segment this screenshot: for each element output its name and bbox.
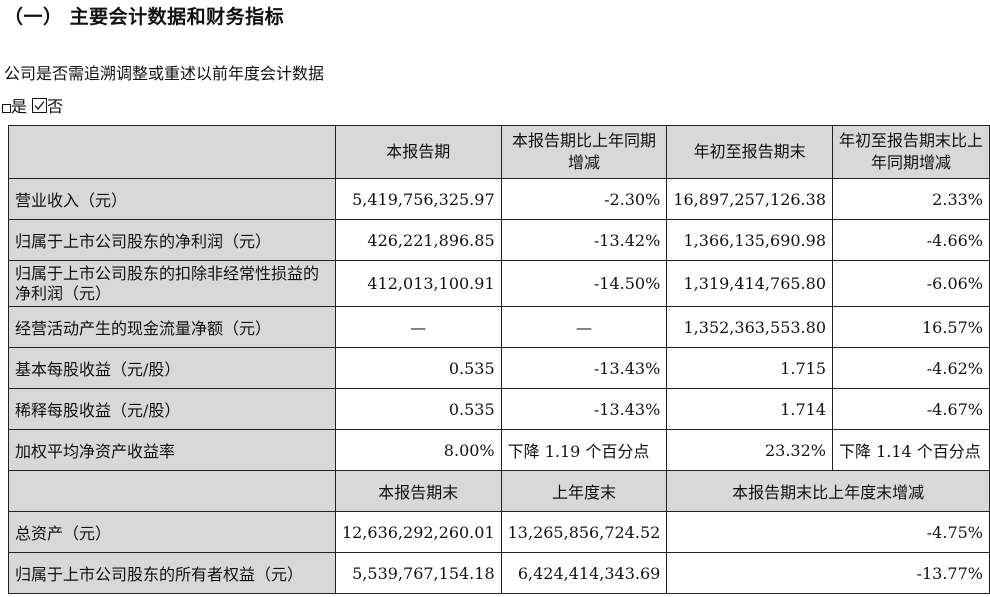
- table-cell: 5,539,767,154.18: [334, 552, 502, 594]
- column-header: 本报告期末: [334, 470, 502, 512]
- restatement-options: 是 否: [2, 93, 63, 117]
- column-header: 本报告期末比上年度末增减: [666, 470, 990, 512]
- table-cell: -6.06%: [832, 260, 990, 307]
- table-cell: —: [334, 306, 502, 348]
- row-label: 经营活动产生的现金流量净额（元）: [8, 306, 336, 348]
- table-cell: 1,319,414,765.80: [666, 260, 833, 307]
- unchecked-box-icon: [2, 98, 11, 117]
- table-cell: -4.67%: [832, 388, 990, 430]
- table-cell: 0.535: [334, 347, 502, 389]
- table-cell: -13.42%: [500, 219, 668, 261]
- column-header: 本报告期: [334, 125, 502, 179]
- table-cell: 426,221,896.85: [334, 219, 502, 261]
- row-label: 归属于上市公司股东的扣除非经常性损益的净利润（元）: [8, 260, 336, 307]
- financial-data-table: 本报告期 本报告期比上年同期增减 年初至报告期末 年初至报告期末比上年同期增减 …: [8, 125, 990, 594]
- table-cell: 16,897,257,126.38: [666, 178, 833, 220]
- table-cell: 下降 1.14 个百分点: [832, 429, 990, 471]
- table-cell: -13.43%: [500, 388, 668, 430]
- table-row: 营业收入（元） 5,419,756,325.97 -2.30% 16,897,2…: [8, 178, 990, 220]
- table-cell: 8.00%: [334, 429, 502, 471]
- section-heading: （一） 主要会计数据和财务指标: [4, 6, 285, 28]
- table-cell: 1.714: [666, 388, 833, 430]
- table-cell: 12,636,292,260.01: [334, 511, 502, 553]
- table-row: 归属于上市公司股东的净利润（元） 426,221,896.85 -13.42% …: [8, 219, 990, 261]
- table-cell: -4.62%: [832, 347, 990, 389]
- table-cell: 1.715: [666, 347, 833, 389]
- table-subheader-row: 本报告期末 上年度末 本报告期末比上年度末增减: [8, 470, 990, 512]
- table-cell: 1,352,363,553.80: [666, 306, 833, 348]
- table-row: 加权平均净资产收益率 8.00% 下降 1.19 个百分点 23.32% 下降 …: [8, 429, 990, 471]
- table-cell: —: [500, 306, 668, 348]
- table-row: 基本每股收益（元/股） 0.535 -13.43% 1.715 -4.62%: [8, 347, 990, 389]
- table-cell: -13.77%: [666, 552, 990, 594]
- table-cell: 16.57%: [832, 306, 990, 348]
- table-cell: -2.30%: [500, 178, 668, 220]
- table-cell: 1,366,135,690.98: [666, 219, 833, 261]
- header-blank-cell: [8, 470, 336, 512]
- table-row: 经营活动产生的现金流量净额（元） — — 1,352,363,553.80 16…: [8, 306, 990, 348]
- column-header: 年初至报告期末比上年同期增减: [832, 125, 990, 179]
- table-cell: -14.50%: [500, 260, 668, 307]
- table-cell: 412,013,100.91: [334, 260, 502, 307]
- table-header-row: 本报告期 本报告期比上年同期增减 年初至报告期末 年初至报告期末比上年同期增减: [8, 125, 990, 179]
- table-cell: 下降 1.19 个百分点: [500, 429, 668, 471]
- option-no-label: 否: [47, 97, 64, 116]
- restatement-question: 公司是否需追溯调整或重述以前年度会计数据: [4, 64, 325, 83]
- table-cell: -4.66%: [832, 219, 990, 261]
- row-label: 归属于上市公司股东的净利润（元）: [8, 219, 336, 261]
- column-header: 本报告期比上年同期增减: [500, 125, 668, 179]
- table-row: 总资产（元） 12,636,292,260.01 13,265,856,724.…: [8, 511, 990, 553]
- row-label: 总资产（元）: [8, 511, 336, 553]
- table-cell: 6,424,414,343.69: [500, 552, 668, 594]
- table-row: 归属于上市公司股东的扣除非经常性损益的净利润（元） 412,013,100.91…: [8, 260, 990, 307]
- table-cell: -4.75%: [666, 511, 990, 553]
- row-label: 归属于上市公司股东的所有者权益（元）: [8, 552, 336, 594]
- header-blank-cell: [8, 125, 336, 179]
- row-label: 基本每股收益（元/股）: [8, 347, 336, 389]
- table-cell: 5,419,756,325.97: [334, 178, 502, 220]
- option-yes-label: 是: [11, 97, 28, 116]
- table-cell: -13.43%: [500, 347, 668, 389]
- table-cell: 23.32%: [666, 429, 833, 471]
- table-cell: 0.535: [334, 388, 502, 430]
- checked-box-icon: [32, 98, 48, 117]
- row-label: 营业收入（元）: [8, 178, 336, 220]
- table-cell: 13,265,856,724.52: [500, 511, 668, 553]
- table-row: 稀释每股收益（元/股） 0.535 -13.43% 1.714 -4.67%: [8, 388, 990, 430]
- row-label: 加权平均净资产收益率: [8, 429, 336, 471]
- row-label: 稀释每股收益（元/股）: [8, 388, 336, 430]
- column-header: 上年度末: [500, 470, 668, 512]
- table-row: 归属于上市公司股东的所有者权益（元） 5,539,767,154.18 6,42…: [8, 552, 990, 594]
- column-header: 年初至报告期末: [666, 125, 833, 179]
- table-cell: 2.33%: [832, 178, 990, 220]
